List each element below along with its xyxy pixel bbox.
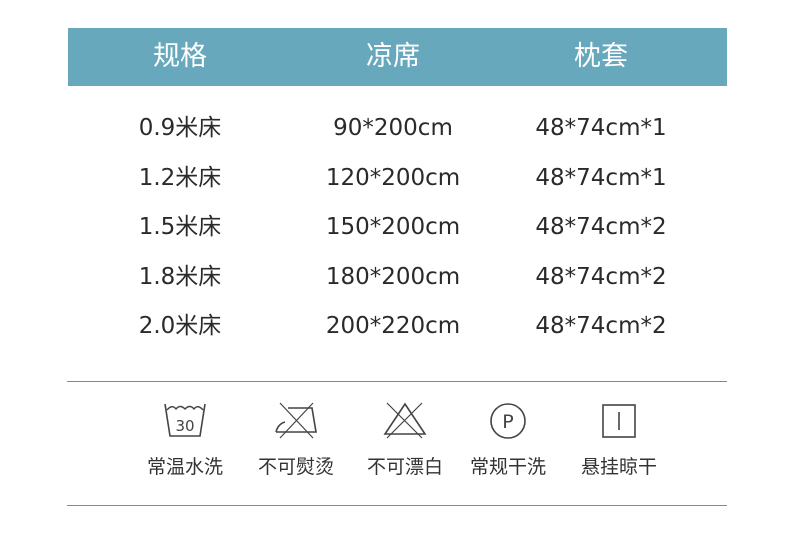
- care-no-iron: 不可熨烫: [241, 400, 351, 479]
- care-no-bleach: 不可漂白: [350, 400, 460, 479]
- hang-dry-icon: [602, 404, 636, 438]
- mat-cell: 90*200cm: [333, 115, 453, 141]
- no-iron-icon: [275, 402, 317, 439]
- mat-cell: 200*220cm: [325, 313, 461, 339]
- care-label: 悬挂晾干: [580, 456, 657, 478]
- care-dry-clean: P 常规干洗: [453, 400, 563, 479]
- pillowcase-cell: 48*74cm*1: [535, 164, 667, 191]
- care-label: 不可漂白: [366, 456, 443, 478]
- table-header: 规格 凉席 枕套: [68, 28, 727, 86]
- svg-text:P: P: [502, 411, 513, 433]
- svg-text:30: 30: [175, 417, 194, 435]
- mat-cell: 180*200cm: [325, 263, 461, 290]
- header-size: 规格: [153, 41, 207, 72]
- size-cell: 1.8米床: [138, 263, 222, 290]
- wash-30-icon: 30: [164, 403, 206, 437]
- no-bleach-icon: [383, 402, 427, 439]
- divider-bottom: [67, 505, 727, 506]
- divider-top: [67, 381, 727, 382]
- pillowcase-cell: 48*74cm*2: [535, 313, 667, 339]
- pillowcase-cell: 48*74cm*1: [535, 115, 667, 141]
- mat-cell: 120*200cm: [325, 164, 461, 191]
- care-hang-dry: 悬挂晾干: [564, 400, 674, 479]
- care-label: 常温水洗: [146, 456, 223, 478]
- size-cell: 2.0米床: [138, 313, 222, 339]
- care-label: 不可熨烫: [257, 456, 334, 478]
- header-mat: 凉席: [366, 41, 420, 72]
- care-wash: 30 常温水洗: [130, 400, 240, 479]
- size-cell: 0.9米床: [138, 115, 222, 141]
- header-pillowcase: 枕套: [574, 41, 628, 72]
- mat-cell: 150*200cm: [325, 214, 461, 240]
- size-cell: 1.2米床: [138, 164, 222, 191]
- dry-clean-p-icon: P: [490, 403, 526, 439]
- pillowcase-cell: 48*74cm*2: [535, 263, 667, 290]
- care-label: 常规干洗: [469, 456, 546, 478]
- pillowcase-cell: 48*74cm*2: [535, 214, 667, 240]
- size-cell: 1.5米床: [138, 214, 222, 240]
